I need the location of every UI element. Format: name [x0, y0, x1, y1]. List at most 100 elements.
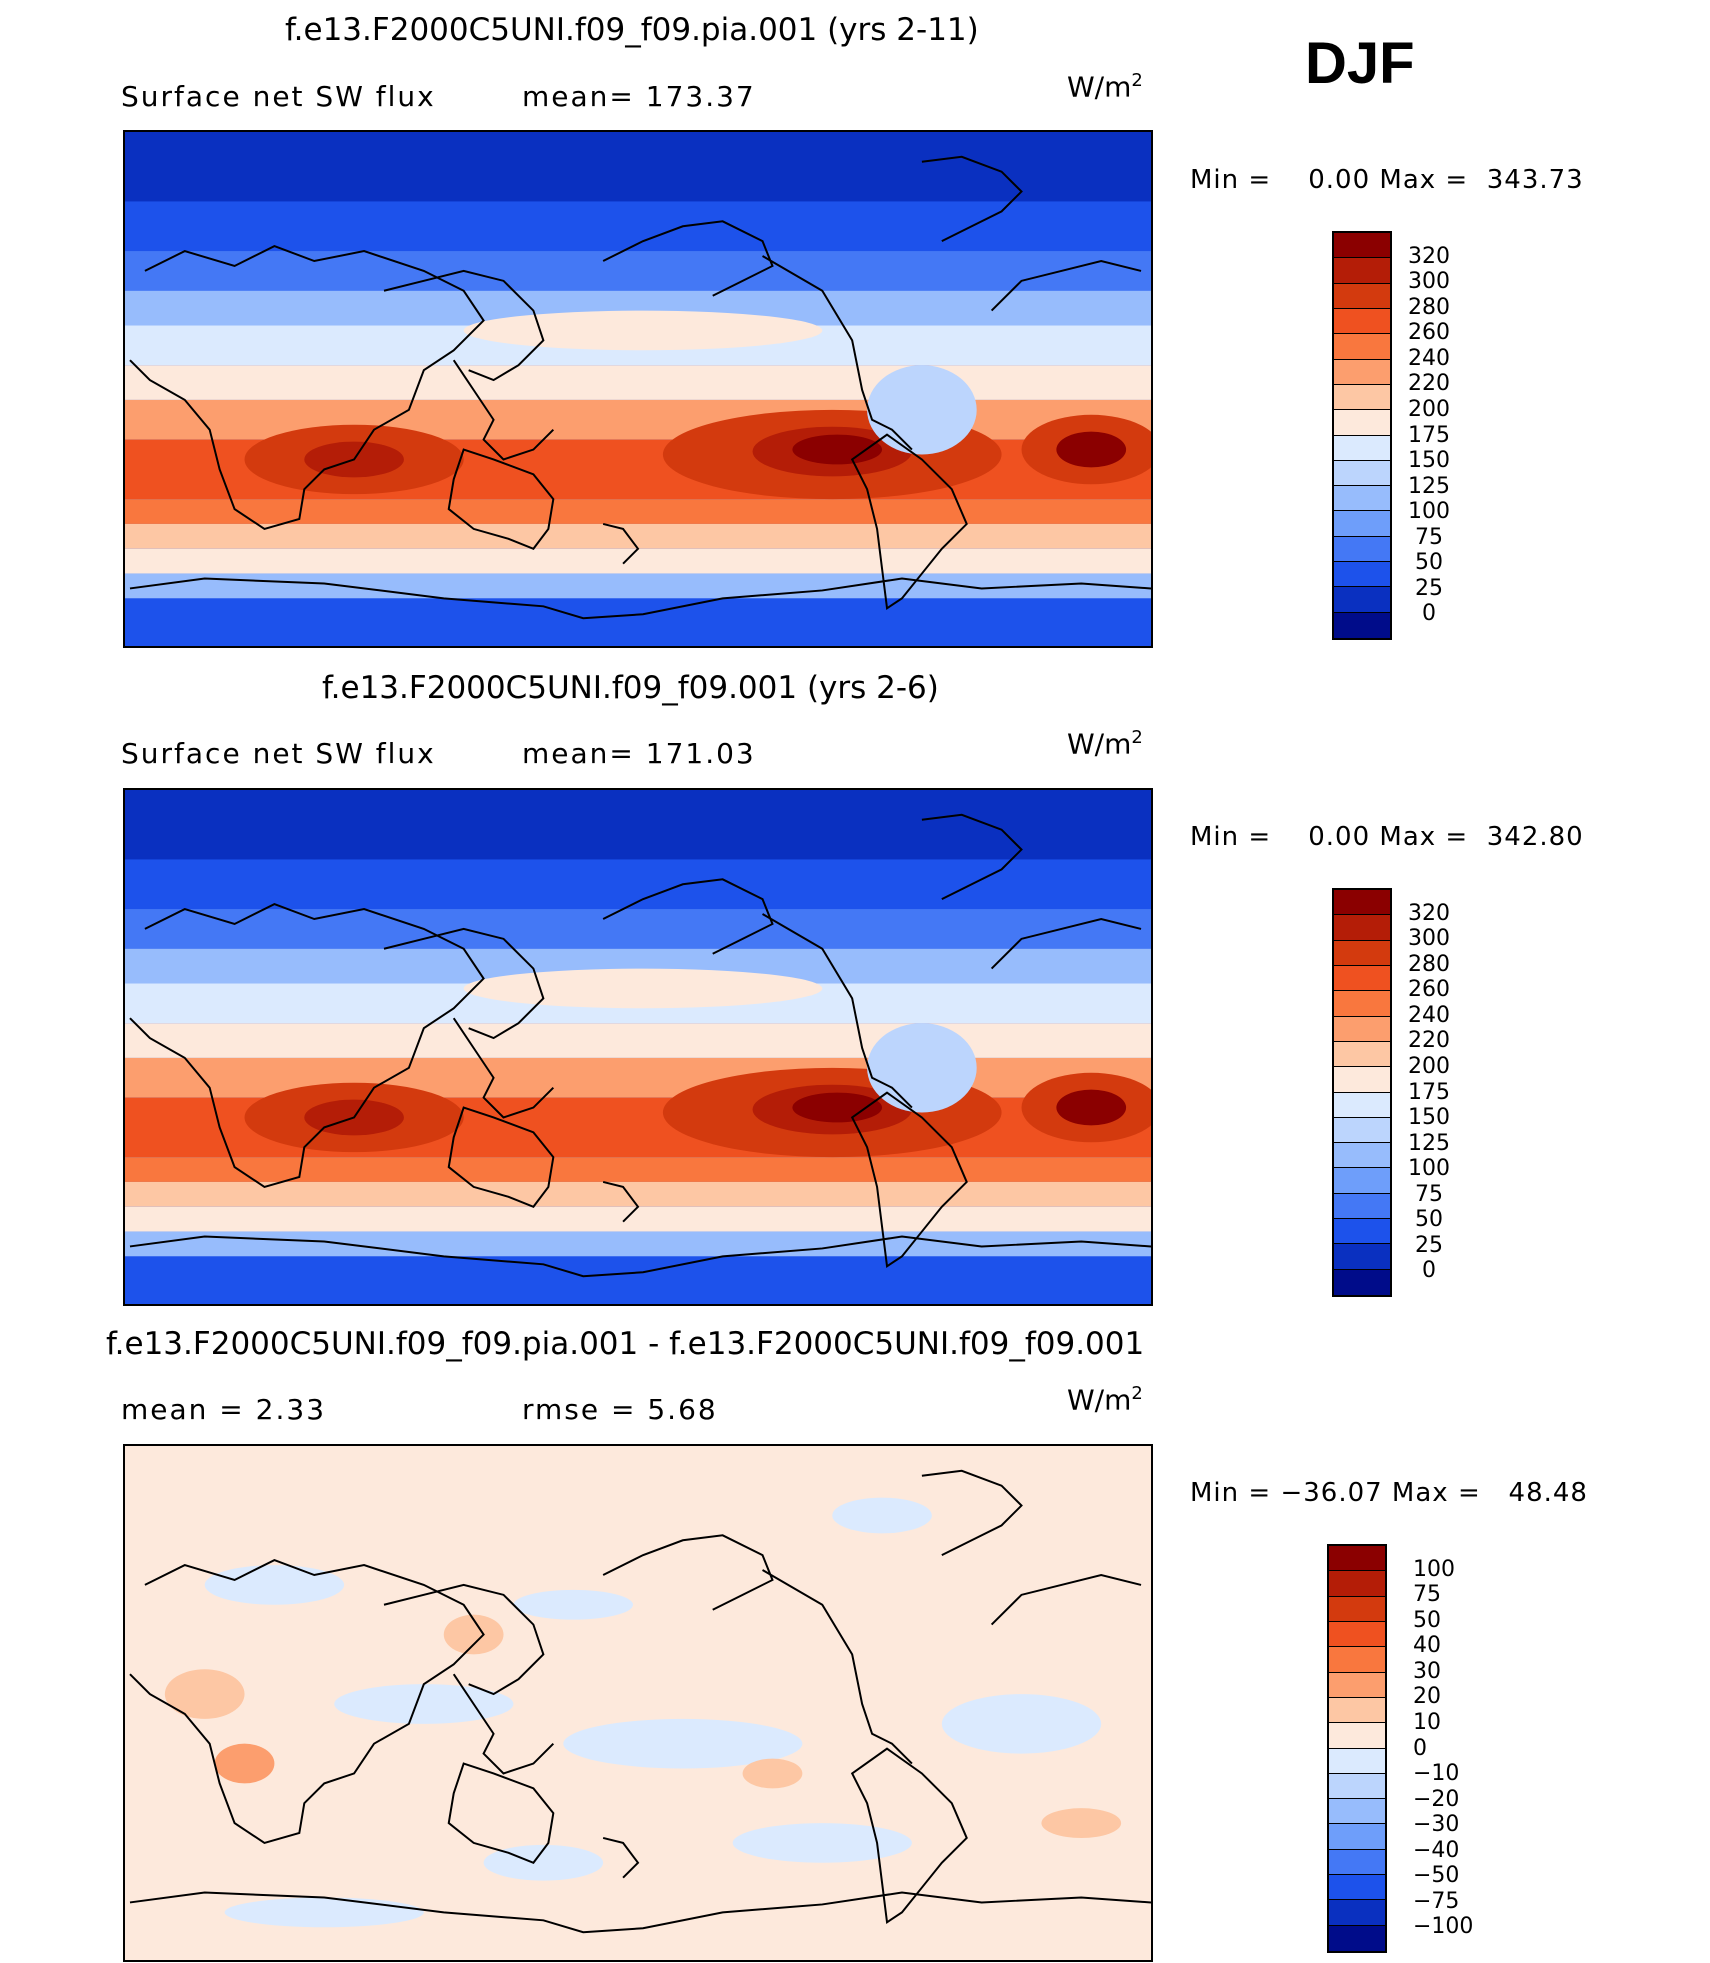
colorbar-label: 320 — [1408, 243, 1450, 269]
colorbar-swatch — [1334, 562, 1390, 588]
coastline — [990, 1573, 1142, 1626]
colorbar-swatch — [1329, 1723, 1385, 1749]
colorbar-label: 10 — [1413, 1709, 1441, 1735]
field-anomaly — [832, 1497, 932, 1534]
colorbar-swatch — [1334, 359, 1390, 385]
colorbar-swatch — [1334, 1244, 1390, 1270]
coastline — [383, 269, 545, 382]
colorbar-label: −20 — [1413, 1786, 1460, 1812]
colorbar-swatch — [1334, 511, 1390, 537]
colorbar-label: 150 — [1408, 1105, 1450, 1131]
colorbar-swatch — [1334, 1067, 1390, 1093]
colorbar-swatch — [1329, 1900, 1385, 1926]
colorbar-label: 175 — [1408, 422, 1450, 448]
colorbar-label: −40 — [1413, 1837, 1460, 1863]
colorbar-swatch — [1334, 612, 1390, 638]
colorbar-swatch — [1329, 1697, 1385, 1724]
field-anomaly — [513, 1589, 634, 1620]
colorbar-label: 75 — [1415, 524, 1443, 550]
field-anomaly — [1041, 1808, 1122, 1838]
field-anomaly — [941, 1694, 1102, 1754]
coastline — [602, 878, 774, 955]
field-anomaly — [742, 1758, 803, 1789]
field-band — [125, 1157, 1151, 1182]
coastline — [921, 813, 1023, 901]
colorbar-label: −10 — [1413, 1761, 1460, 1787]
field-minimum — [463, 310, 823, 351]
panel-2-title: f.e13.F2000C5UNI.f09_f09.001 (yrs 2-6) — [322, 670, 939, 706]
colorbar-swatch — [1334, 435, 1390, 461]
field-minimum — [867, 1023, 977, 1113]
coastline — [447, 1762, 555, 1864]
colorbar-label: 50 — [1413, 1607, 1441, 1633]
colorbar-swatch — [1334, 940, 1390, 966]
colorbar-swatch — [1334, 890, 1390, 916]
panel-1-mean: mean= 173.37 — [522, 80, 756, 113]
colorbar-label: 25 — [1415, 575, 1443, 601]
colorbar-swatch — [1334, 915, 1390, 941]
coastline — [602, 1180, 640, 1223]
coastline — [383, 927, 545, 1040]
field-maximum — [792, 434, 883, 465]
field-band — [125, 399, 1151, 440]
panel-2-units: W/m2 — [1067, 727, 1143, 761]
colorbar-label: −75 — [1413, 1888, 1460, 1914]
colorbar-swatch — [1334, 1219, 1390, 1245]
coastline — [452, 1017, 555, 1119]
colorbar-swatch — [1334, 1143, 1390, 1169]
colorbar-swatch — [1334, 1269, 1390, 1295]
coastline — [850, 1091, 968, 1269]
colorbar-swatch — [1334, 991, 1390, 1017]
colorbar-swatch — [1329, 1571, 1385, 1597]
panel-3-mean: mean = 2.33 — [121, 1393, 327, 1426]
colorbar-label: 240 — [1408, 345, 1450, 371]
field-band — [125, 523, 1151, 549]
colorbar-label: 220 — [1408, 1028, 1450, 1054]
panel-3-rmse: rmse = 5.68 — [522, 1393, 718, 1426]
field-anomaly — [224, 1897, 424, 1928]
field-anomaly — [214, 1743, 275, 1784]
panel-2-minmax: Min = 0.00 Max = 342.80 — [1190, 822, 1584, 852]
colorbar-label: 200 — [1408, 1053, 1450, 1079]
colorbar-label: 50 — [1415, 1207, 1443, 1233]
colorbar-label: −50 — [1413, 1863, 1460, 1889]
colorbar-swatch — [1334, 258, 1390, 284]
colorbar-swatch — [1334, 460, 1390, 487]
field-anomaly — [443, 1614, 504, 1655]
colorbar-label: 175 — [1408, 1079, 1450, 1105]
coastline — [452, 359, 555, 461]
colorbar-label: 200 — [1408, 396, 1450, 422]
panel-2-mean: mean= 171.03 — [522, 737, 756, 770]
colorbar-label: 30 — [1413, 1658, 1441, 1684]
colorbar-label: 25 — [1415, 1232, 1443, 1258]
coastline — [762, 913, 913, 1109]
field-band — [125, 909, 1151, 949]
colorbar-label: 0 — [1413, 1735, 1427, 1761]
colorbar-label: 100 — [1413, 1556, 1455, 1582]
panel-1-variable: Surface net SW flux — [121, 80, 436, 113]
colorbar-label: 40 — [1413, 1633, 1441, 1659]
colorbar-label: 100 — [1408, 499, 1450, 525]
colorbar-label: −100 — [1413, 1914, 1474, 1940]
coastline — [850, 1747, 968, 1925]
coastline — [129, 577, 1151, 620]
coastline — [602, 220, 774, 297]
colorbar-swatch — [1329, 1546, 1385, 1572]
colorbar-label: 75 — [1413, 1582, 1441, 1608]
colorbar-swatch — [1329, 1647, 1385, 1673]
field-anomaly — [164, 1669, 245, 1719]
coastline — [602, 1836, 640, 1879]
colorbar-swatch — [1329, 1849, 1385, 1876]
colorbar-swatch — [1329, 1925, 1385, 1951]
colorbar-swatch — [1334, 334, 1390, 360]
colorbar-swatch — [1334, 536, 1390, 563]
colorbar-label: 280 — [1408, 951, 1450, 977]
colorbar-label: 0 — [1422, 1258, 1436, 1284]
colorbar-label: 260 — [1408, 977, 1450, 1003]
panel-3-title: f.e13.F2000C5UNI.f09_f09.pia.001 - f.e13… — [106, 1326, 1145, 1362]
colorbar-label: −30 — [1413, 1812, 1460, 1838]
field-band — [125, 365, 1151, 400]
panel-2-variable: Surface net SW flux — [121, 737, 436, 770]
colorbar-swatch — [1334, 308, 1390, 335]
field-band — [125, 1206, 1151, 1232]
